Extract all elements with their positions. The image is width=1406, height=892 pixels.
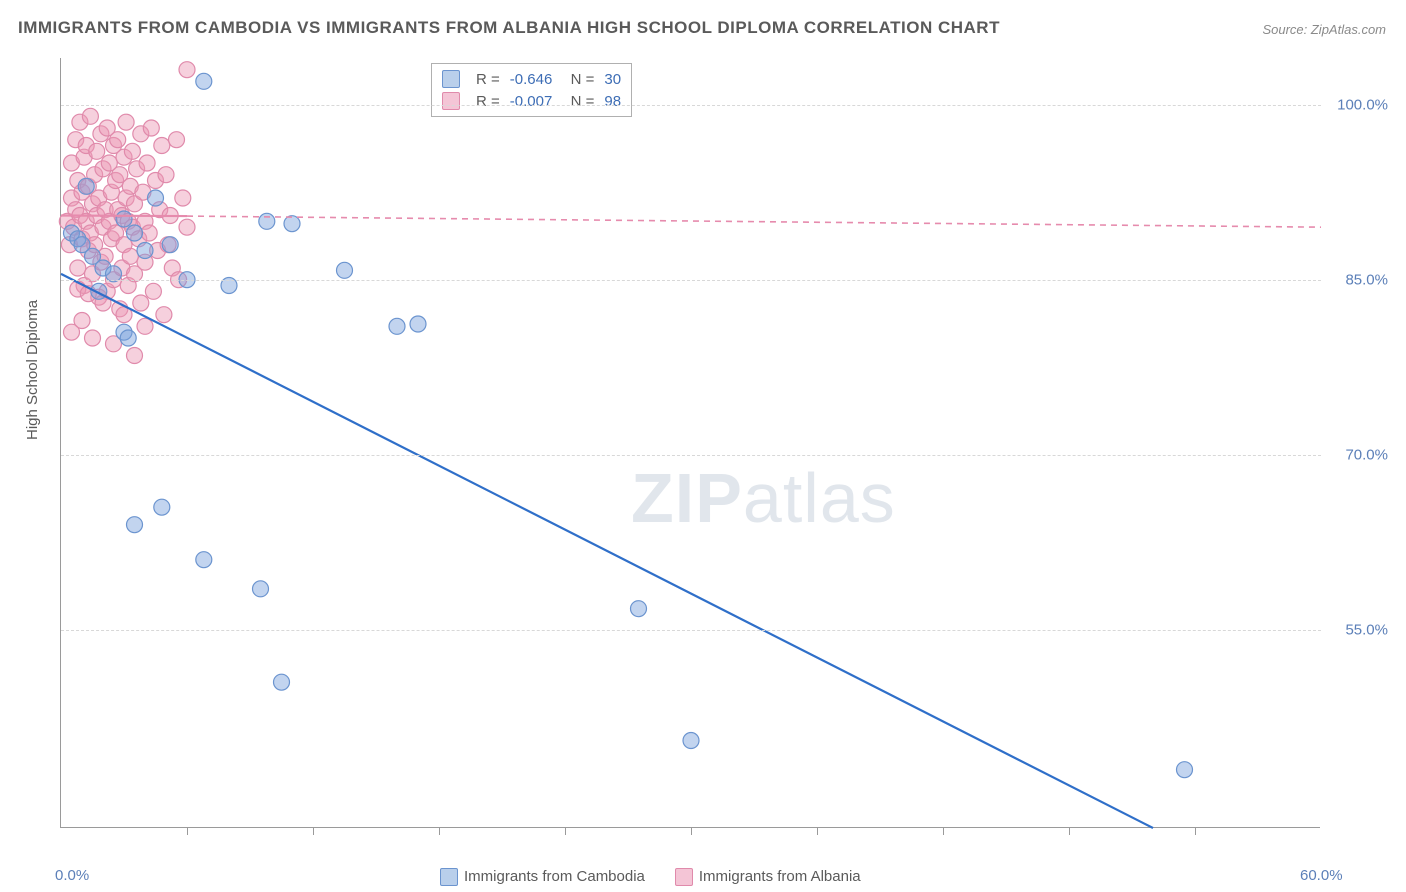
data-point [196,73,212,89]
stat-r-value: -0.007 [510,93,553,110]
y-tick-label: 55.0% [1345,621,1388,638]
chart-title: IMMIGRANTS FROM CAMBODIA VS IMMIGRANTS F… [18,18,1000,38]
x-tick [817,827,818,835]
x-tick [1195,827,1196,835]
data-point [284,216,300,232]
data-point [82,108,98,124]
stat-legend: R = -0.646 N = 30 R = -0.007 N = 98 [431,63,632,117]
stat-n-label: N = [562,93,594,110]
legend-swatch [675,868,693,886]
grid-line [61,455,1321,456]
data-point [154,138,170,154]
x-tick [1069,827,1070,835]
stat-r-value: -0.646 [510,71,553,88]
x-tick [565,827,566,835]
data-point [175,190,191,206]
grid-line [61,280,1321,281]
data-point [120,330,136,346]
data-point [118,114,134,130]
data-point [154,499,170,515]
data-point [179,62,195,78]
legend-item: Immigrants from Cambodia [440,868,645,886]
data-point [410,316,426,332]
data-point [169,132,185,148]
data-point [133,295,149,311]
data-point [124,143,140,159]
stat-row: R = -0.007 N = 98 [442,90,621,112]
x-tick-max: 60.0% [1300,867,1343,884]
data-point [137,243,153,259]
chart-svg [61,58,1321,828]
stat-n-label: N = [562,71,594,88]
stat-r-label: R = [476,71,500,88]
data-point [156,307,172,323]
data-point [127,517,143,533]
data-point [137,318,153,334]
grid-line [61,105,1321,106]
data-point [116,211,132,227]
data-point [253,581,269,597]
data-point [143,120,159,136]
x-tick [187,827,188,835]
stat-row: R = -0.646 N = 30 [442,68,621,90]
data-point [78,178,94,194]
data-point [74,313,90,329]
data-point [148,190,164,206]
data-point [110,132,126,148]
data-point [274,674,290,690]
data-point [122,248,138,264]
x-tick [313,827,314,835]
trendline-albania-solid [61,216,187,217]
legend-label: Immigrants from Cambodia [464,868,645,885]
data-point [145,283,161,299]
data-point [179,219,195,235]
data-point [259,213,275,229]
data-point [89,143,105,159]
data-point [196,552,212,568]
x-tick [943,827,944,835]
legend-swatch [442,92,460,110]
trendline-albania-dashed [187,216,1321,227]
stat-n-value: 30 [604,71,621,88]
y-axis-label: High School Diploma [24,300,41,440]
data-point [683,733,699,749]
stat-r-label: R = [476,93,500,110]
x-tick [439,827,440,835]
data-point [141,225,157,241]
x-tick [691,827,692,835]
data-point [389,318,405,334]
grid-line [61,630,1321,631]
data-point [70,260,86,276]
data-point [337,262,353,278]
data-point [85,330,101,346]
trendline-cambodia [61,274,1153,828]
data-point [127,348,143,364]
plot-area: R =-0.646 N =30R =-0.007 N =98 ZIPatlas [60,58,1320,828]
y-tick-label: 70.0% [1345,446,1388,463]
data-point [631,601,647,617]
data-point [1177,762,1193,778]
x-tick-min: 0.0% [55,867,89,884]
source-label: Source: ZipAtlas.com [1262,22,1386,37]
legend-swatch [442,70,460,88]
legend-item: Immigrants from Albania [675,868,861,886]
data-point [127,225,143,241]
data-point [162,237,178,253]
bottom-legend: Immigrants from Cambodia Immigrants from … [440,868,861,886]
data-point [158,167,174,183]
stat-n-value: 98 [604,93,621,110]
y-tick-label: 100.0% [1337,96,1388,113]
legend-label: Immigrants from Albania [699,868,861,885]
data-point [139,155,155,171]
legend-swatch [440,868,458,886]
y-tick-label: 85.0% [1345,271,1388,288]
